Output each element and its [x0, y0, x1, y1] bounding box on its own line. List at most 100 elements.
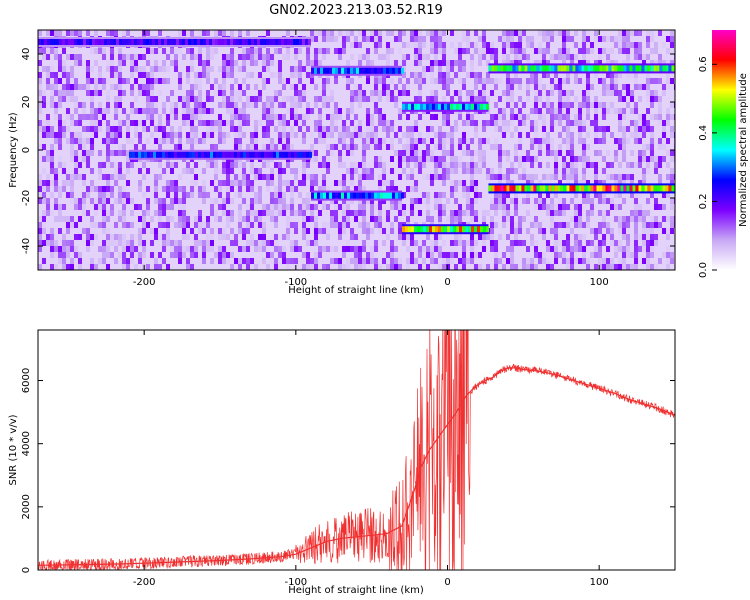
spectrogram-cell [38, 84, 42, 90]
spectrogram-cell [666, 78, 670, 84]
spectrogram-cell [190, 126, 194, 132]
spectrogram-cell [638, 156, 642, 162]
spectrogram-cell [138, 108, 142, 114]
spectrogram-cell [574, 174, 578, 180]
spectrogram-cell [198, 216, 202, 222]
spectrogram-track-cell [605, 65, 609, 72]
spectrogram-cell [514, 60, 518, 66]
spectrogram-cell [258, 192, 262, 198]
spectrogram-cell [406, 264, 410, 270]
spectrogram-cell [442, 252, 446, 258]
spectrogram-cell [502, 108, 506, 114]
spectrogram-cell [354, 186, 358, 192]
spectrogram-cell [262, 114, 266, 120]
spectrogram-cell [430, 156, 434, 162]
spectrogram-cell [174, 198, 178, 204]
spectrogram-cell [558, 180, 562, 186]
spectrogram-cell [298, 246, 302, 252]
spectrogram-cell [578, 258, 582, 264]
spectrogram-cell [302, 264, 306, 270]
spectrogram-cell [614, 180, 618, 186]
spectrogram-cell [558, 54, 562, 60]
spectrogram-cell [442, 84, 446, 90]
spectrogram-cell [170, 162, 174, 168]
spectrogram-cell [610, 132, 614, 138]
spectrogram-cell [242, 102, 246, 108]
spectrogram-cell [178, 138, 182, 144]
spectrogram-cell [586, 180, 590, 186]
spectrogram-cell [362, 222, 366, 228]
spectrogram-cell [162, 66, 166, 72]
spectrogram-cell [562, 96, 566, 102]
spectrogram-cell [566, 240, 570, 246]
spectrogram-track-cell [144, 151, 147, 158]
spectrogram-cell [594, 60, 598, 66]
spectrogram-cell [654, 168, 658, 174]
spectrogram-cell [166, 216, 170, 222]
spectrogram-cell [566, 102, 570, 108]
spectrogram-cell [618, 30, 622, 36]
spectrogram-cell [206, 60, 210, 66]
spectrogram-cell [546, 72, 550, 78]
spectrogram-cell [150, 114, 154, 120]
spectrogram-cell [538, 198, 542, 204]
spectrogram-cell [506, 96, 510, 102]
spectrogram-cell [54, 168, 58, 174]
spectrogram-track-cell [98, 39, 101, 45]
spectrogram-cell [338, 156, 342, 162]
spectrogram-cell [634, 252, 638, 258]
spectrogram-cell [434, 168, 438, 174]
spectrogram-cell [462, 120, 466, 126]
spectrogram-cell [278, 204, 282, 210]
spectrogram-cell [38, 186, 42, 192]
spectrogram-cell [358, 126, 362, 132]
spectrogram-cell [570, 60, 574, 66]
spectrogram-cell [350, 42, 354, 48]
spectrogram-cell [602, 264, 606, 270]
spectrogram-cell [158, 216, 162, 222]
spectrogram-track-cell [572, 185, 576, 192]
spectrogram-cell [574, 72, 578, 78]
spectrogram-cell [622, 60, 626, 66]
spectrogram-cell [258, 198, 262, 204]
spectrogram-track-cell [107, 39, 110, 45]
spectrogram-cell [42, 90, 46, 96]
spectrogram-cell [270, 102, 274, 108]
spectrogram-cell [606, 60, 610, 66]
spectrogram-cell [662, 216, 666, 222]
spectrogram-cell [478, 60, 482, 66]
spectrogram-track-cell [251, 39, 254, 45]
spectrogram-cell [582, 60, 586, 66]
spectrogram-cell [230, 252, 234, 258]
spectrogram-cell [578, 78, 582, 84]
spectrogram-cell [70, 96, 74, 102]
spectrogram-cell [326, 186, 330, 192]
spectrogram-cell [382, 120, 386, 126]
spectrogram-cell [314, 264, 318, 270]
spectrogram-cell [278, 114, 282, 120]
spectrogram-track-cell [41, 39, 44, 45]
spectrogram-cell [542, 174, 546, 180]
spectrogram-cell [46, 48, 50, 54]
spectrogram-cell [126, 78, 130, 84]
spectrogram-cell [498, 126, 502, 132]
spectrogram-cell [322, 228, 326, 234]
spectrogram-cell [590, 240, 594, 246]
spectrogram-cell [294, 72, 298, 78]
spectrogram-cell [510, 60, 514, 66]
spectrogram-cell [598, 210, 602, 216]
spectrogram-cell [126, 150, 130, 156]
spectrogram-cell [442, 204, 446, 210]
spectrogram-cell [614, 138, 618, 144]
spectrogram-cell [642, 174, 646, 180]
spectrogram-cell [442, 132, 446, 138]
spectrogram-cell [646, 42, 650, 48]
spectrogram-track-cell [149, 39, 152, 45]
spectrogram-cell [58, 30, 62, 36]
spectrogram-track-cell [665, 185, 669, 192]
spectrogram-cell [102, 192, 106, 198]
spectrogram-cell [238, 126, 242, 132]
spectrogram-cell [634, 264, 638, 270]
spectrogram-cell [254, 60, 258, 66]
spectrogram-cell [522, 156, 526, 162]
